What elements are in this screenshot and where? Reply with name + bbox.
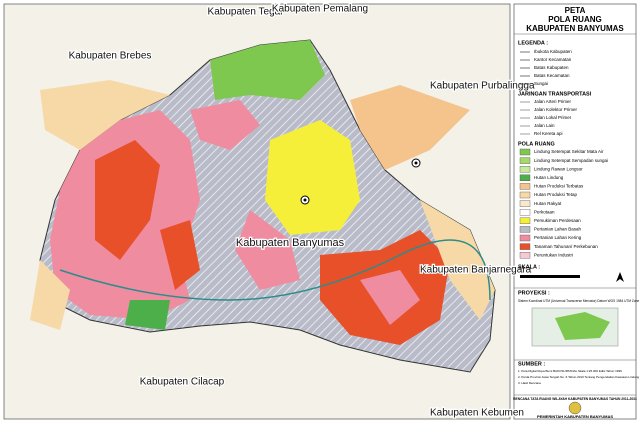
legend-item: Pemukiman Perdesaan [534, 218, 581, 223]
title: KABUPATEN BANYUMAS [526, 24, 624, 33]
legend-panel [513, 3, 637, 420]
source-item: 2. Perda Provinsi Jawa Tengah No. 6 Tahu… [518, 375, 639, 379]
map-label: Kabupaten Cilacap [140, 377, 225, 388]
legend-swatch [519, 157, 531, 164]
legend-swatch [519, 183, 531, 190]
legend-item: Perkotaan [534, 209, 555, 214]
legend-swatch [519, 251, 531, 259]
map-label: Kabupaten Purbalingga [430, 81, 535, 92]
legend-item: Kantor Kecamatan [534, 57, 572, 62]
scale-heading: SKALA : [518, 264, 540, 270]
legend-swatch [519, 165, 531, 173]
legend-swatch [519, 200, 531, 207]
legend-heading: JARINGAN TRANSPORTASI [518, 91, 592, 97]
legend-swatch [519, 234, 531, 242]
legend-item: Lindung Setempat Sempadan sungai [534, 158, 608, 163]
legend-swatch [519, 191, 531, 199]
legend-item: Sungai [534, 81, 548, 86]
legend-item: Jalan Lain [534, 123, 555, 128]
map-label: Kabupaten Banjarnegara [420, 265, 532, 276]
legend-item: Lindung Rawan Longsor [534, 166, 583, 171]
map-label: Kabupaten Pemalang [272, 4, 368, 15]
legend-item: Hutan Produksi Tetap [534, 192, 577, 197]
legend-item: Jalan Kolektor Primer [534, 107, 578, 112]
legend-item: Pertanian Lahan Kering [534, 235, 582, 240]
title: PETA [565, 6, 586, 15]
logo [568, 401, 582, 415]
map-label: Kabupaten Banyumas [236, 237, 345, 249]
legend-item: Jalan Lokal Primer [534, 115, 572, 120]
map-region [30, 39, 496, 373]
legend-item: Lindung Setempat Sekitar Mata Air [534, 149, 604, 154]
sources-heading: SUMBER : [518, 361, 545, 367]
legend-item: Rel Kereta api [534, 131, 563, 136]
projection-heading: PROYEKSI : [518, 290, 550, 296]
map-label: Kabupaten Kebumen [430, 408, 524, 419]
legend-swatch [519, 243, 531, 250]
scale-bar [520, 275, 580, 278]
footer-gov: PEMERINTAH KABUPATEN BANYUMAS [537, 414, 613, 419]
legend-item: Hutan Lindung [534, 175, 564, 180]
legend-swatch [519, 148, 531, 156]
map-label: Kabupaten Brebes [69, 51, 152, 62]
inset-region [555, 312, 610, 340]
legend-item: Pertanian Lahan Basah [534, 227, 582, 232]
legend-item: Hutan Produksi Terbatas [534, 184, 584, 189]
legend-heading: POLA RUANG [518, 141, 555, 147]
legend-item: Jalan Arteri Primer [534, 99, 572, 104]
north-arrow [616, 272, 624, 282]
source-item: 3. Hasil Rencana [518, 381, 541, 385]
map-label: Kabupaten Tegal [208, 7, 283, 18]
legend-swatch [519, 226, 531, 233]
legend-item: Batas Kabupaten [534, 65, 569, 70]
legend-item: Ibukota Kabupaten [534, 49, 572, 54]
legend-item: Tanaman Tahunan/ Perkebunan [534, 244, 598, 249]
source-item: 1. Peta Digital Rupa Bumi BAKOSURTANAL S… [518, 369, 622, 373]
title: POLA RUANG [548, 15, 601, 24]
legend-heading: LEGENDA : [518, 40, 548, 46]
projection-text: Sistem Koordinat UTM (Universal Transver… [518, 299, 640, 303]
legend-swatch [519, 174, 531, 182]
legend-item: Peruntukan Industri [534, 252, 573, 257]
footer-plan: RENCANA TATA RUANG WILAYAH KABUPATEN BAN… [513, 397, 637, 401]
legend-swatch [519, 217, 531, 225]
legend-item: Hutan Rakyat [534, 201, 562, 206]
legend-swatch [519, 208, 531, 216]
legend-item: Batas Kecamatan [534, 73, 570, 78]
